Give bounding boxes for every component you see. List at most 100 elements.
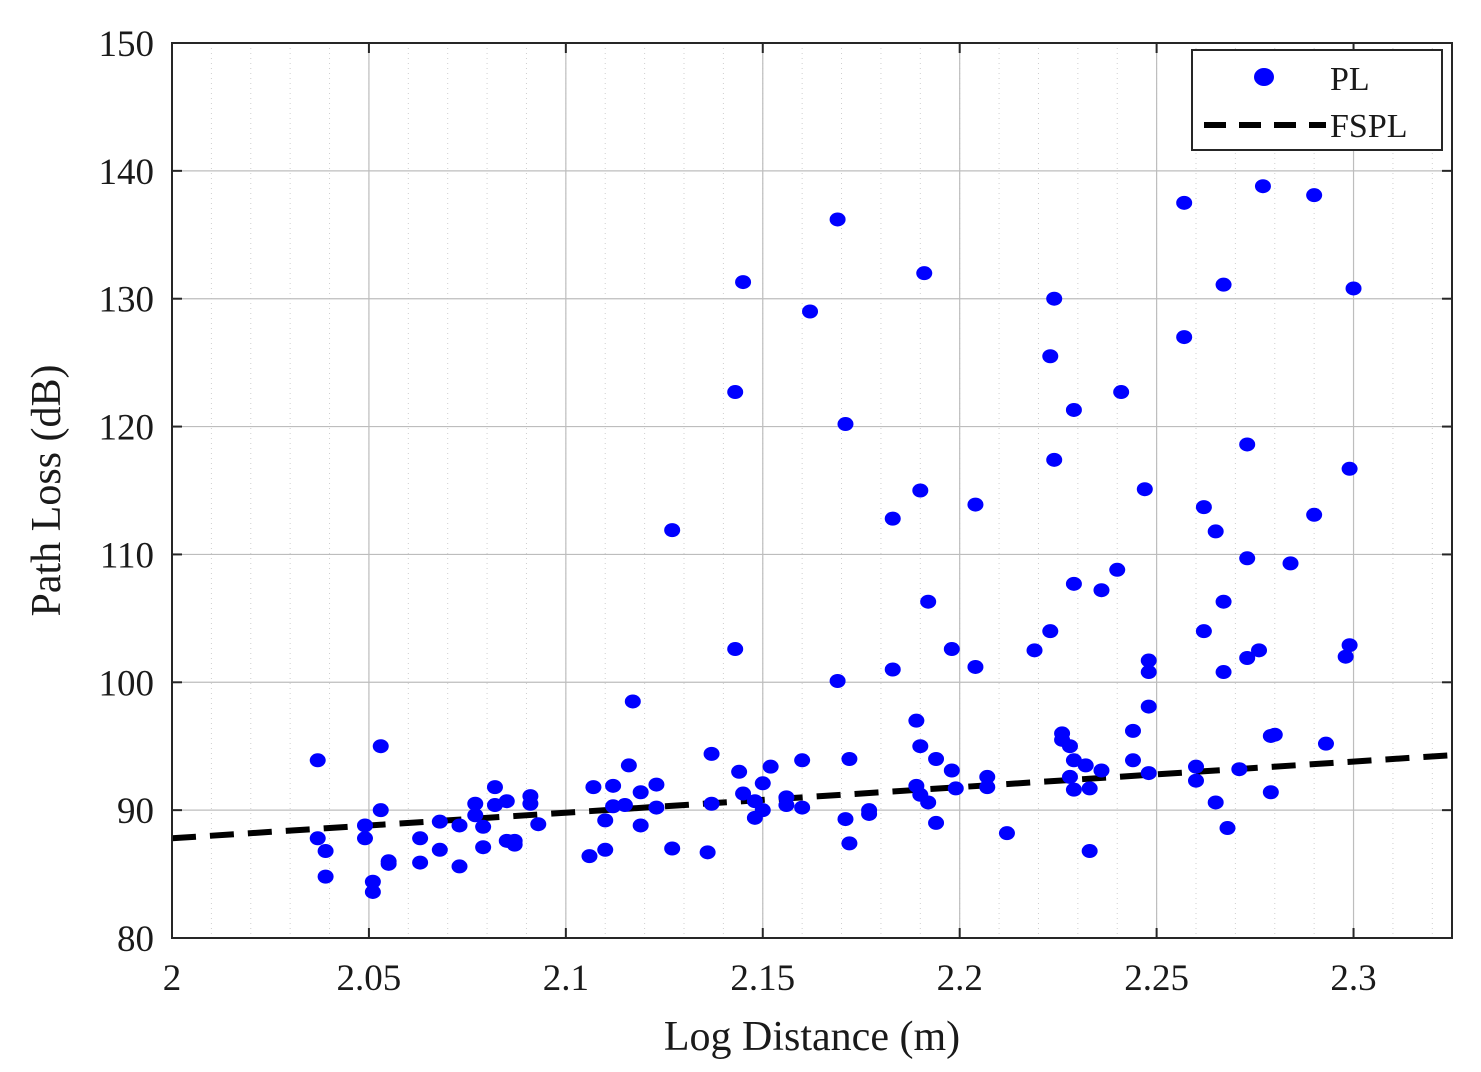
pl-point bbox=[979, 769, 996, 784]
y-tick-label: 110 bbox=[100, 535, 154, 576]
pl-point bbox=[1042, 349, 1059, 364]
y-tick-label: 80 bbox=[117, 919, 154, 960]
x-tick-label: 2.2 bbox=[937, 958, 983, 999]
pl-point bbox=[475, 819, 492, 834]
pl-series bbox=[309, 179, 1362, 899]
pl-point bbox=[664, 841, 681, 856]
pl-point bbox=[1176, 195, 1193, 210]
x-axis-label: Log Distance (m) bbox=[664, 1014, 960, 1060]
pl-point bbox=[475, 840, 492, 855]
pl-point bbox=[1140, 653, 1157, 668]
pl-point bbox=[754, 803, 771, 818]
pl-point bbox=[841, 836, 858, 851]
plot-area bbox=[171, 179, 1453, 899]
pl-point bbox=[908, 713, 925, 728]
pl-point bbox=[356, 818, 373, 833]
pl-point bbox=[1251, 643, 1268, 658]
legend: PL FSPL bbox=[1191, 49, 1443, 151]
pl-point bbox=[467, 808, 484, 823]
pl-point bbox=[1042, 624, 1059, 639]
pl-point bbox=[1239, 551, 1256, 566]
pl-point bbox=[522, 796, 539, 811]
x-tick-label: 2.15 bbox=[730, 958, 795, 999]
pl-point bbox=[1266, 727, 1283, 742]
y-tick-label: 100 bbox=[99, 663, 155, 704]
pl-point bbox=[947, 781, 964, 796]
pl-point bbox=[1239, 650, 1256, 665]
pl-point bbox=[451, 818, 468, 833]
pl-point bbox=[356, 831, 373, 846]
pl-point bbox=[1065, 782, 1082, 797]
pl-point bbox=[727, 642, 744, 657]
pl-point bbox=[486, 780, 503, 795]
pl-point bbox=[1239, 437, 1256, 452]
y-tick-label: 140 bbox=[99, 152, 155, 193]
pl-point bbox=[1219, 821, 1236, 836]
pl-point bbox=[912, 739, 929, 754]
x-tick-label: 2.05 bbox=[337, 958, 402, 999]
pl-point bbox=[1093, 763, 1110, 778]
pl-point bbox=[1306, 188, 1323, 203]
pl-point bbox=[431, 842, 448, 857]
pl-point bbox=[616, 798, 633, 813]
pl-point bbox=[605, 799, 622, 814]
pl-point bbox=[364, 884, 381, 899]
pl-point bbox=[998, 826, 1015, 841]
pl-point bbox=[1341, 638, 1358, 653]
pl-point bbox=[1061, 739, 1078, 754]
y-axis-label: Path Loss (dB) bbox=[24, 365, 70, 617]
pl-point bbox=[1124, 753, 1141, 768]
pl-point bbox=[498, 794, 515, 809]
pl-point bbox=[735, 275, 752, 290]
pl-point bbox=[1093, 583, 1110, 598]
pl-point bbox=[884, 662, 901, 677]
pl-point bbox=[632, 785, 649, 800]
pl-point bbox=[648, 800, 665, 815]
y-tick-label: 130 bbox=[99, 280, 155, 321]
pl-point bbox=[1081, 781, 1098, 796]
pl-point bbox=[581, 849, 598, 864]
pl-point bbox=[735, 786, 752, 801]
pl-point bbox=[451, 859, 468, 874]
pl-point bbox=[1046, 291, 1063, 306]
pl-point bbox=[1113, 385, 1130, 400]
x-tick-label: 2 bbox=[163, 958, 182, 999]
pl-point bbox=[1282, 556, 1299, 571]
minor-grid bbox=[210, 43, 1433, 938]
pl-point bbox=[372, 803, 389, 818]
y-tick-label: 120 bbox=[99, 408, 155, 449]
pl-point bbox=[664, 523, 681, 538]
pl-point bbox=[837, 417, 854, 432]
pl-point bbox=[829, 212, 846, 227]
pl-point bbox=[1207, 524, 1224, 539]
pl-point bbox=[597, 842, 614, 857]
pl-point bbox=[920, 795, 937, 810]
major-grid bbox=[171, 42, 1452, 939]
pl-point bbox=[380, 856, 397, 871]
pl-point bbox=[1065, 402, 1082, 417]
x-tick-label: 2.1 bbox=[543, 958, 589, 999]
x-axis-ticks: 2 2.05 2.1 2.15 2.2 2.25 2.3 bbox=[163, 43, 1377, 999]
pl-point bbox=[1306, 507, 1323, 522]
pl-point bbox=[1254, 179, 1271, 194]
pl-point bbox=[754, 776, 771, 791]
pl-point bbox=[620, 758, 637, 773]
pl-point bbox=[1345, 281, 1362, 296]
pl-point bbox=[912, 483, 929, 498]
x-tick-label: 2.25 bbox=[1124, 958, 1189, 999]
pl-point bbox=[1215, 665, 1232, 680]
y-tick-label: 90 bbox=[117, 791, 154, 832]
pl-point bbox=[1176, 330, 1193, 345]
pl-point bbox=[467, 796, 484, 811]
pl-point bbox=[928, 752, 945, 766]
pl-point bbox=[979, 780, 996, 795]
pl-point bbox=[1207, 795, 1224, 810]
pl-point bbox=[632, 818, 649, 833]
pl-point bbox=[530, 817, 547, 832]
pl-point bbox=[1065, 753, 1082, 768]
pl-point bbox=[967, 497, 984, 512]
pl-point bbox=[802, 304, 819, 319]
pl-point bbox=[1140, 665, 1157, 680]
pl-point bbox=[1124, 723, 1141, 738]
pl-point bbox=[1195, 624, 1212, 639]
